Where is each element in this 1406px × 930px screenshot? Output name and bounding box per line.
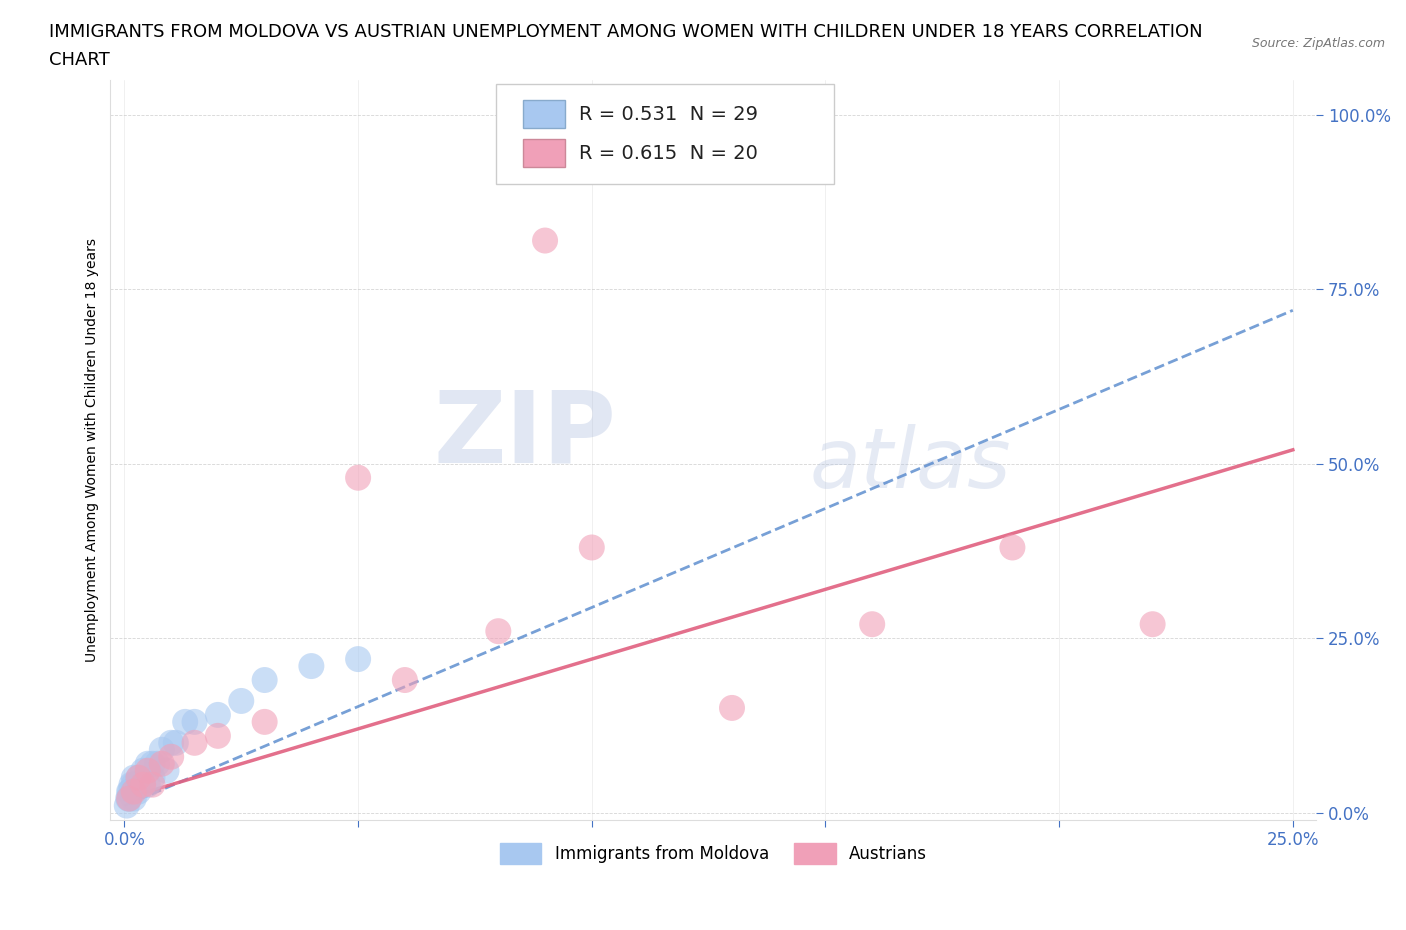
Point: [721, 700, 744, 715]
Text: ZIP: ZIP: [434, 387, 617, 484]
Point: [118, 791, 141, 806]
FancyBboxPatch shape: [523, 140, 565, 167]
Point: [117, 791, 139, 806]
Point: [127, 770, 149, 785]
Point: [150, 756, 173, 771]
Text: R = 0.531  N = 29: R = 0.531 N = 29: [579, 104, 758, 124]
Point: [141, 777, 163, 792]
Point: [160, 750, 183, 764]
Point: [122, 784, 145, 799]
Point: [118, 784, 141, 799]
Point: [132, 777, 155, 792]
Point: [347, 471, 370, 485]
Point: [860, 617, 883, 631]
Point: [174, 714, 197, 729]
Point: [150, 742, 173, 757]
Point: [118, 784, 141, 799]
Point: [1001, 540, 1024, 555]
Point: [146, 756, 169, 771]
Point: [132, 764, 155, 778]
Point: [120, 777, 142, 792]
Text: R = 0.615  N = 20: R = 0.615 N = 20: [579, 144, 758, 163]
Text: CHART: CHART: [49, 51, 110, 69]
Point: [115, 798, 138, 813]
Point: [141, 770, 163, 785]
Point: [486, 624, 509, 639]
Point: [581, 540, 603, 555]
Point: [253, 714, 276, 729]
Y-axis label: Unemployment Among Women with Children Under 18 years: Unemployment Among Women with Children U…: [86, 238, 100, 662]
Point: [155, 764, 177, 778]
Point: [1142, 617, 1164, 631]
Point: [127, 770, 149, 785]
Point: [207, 708, 229, 723]
Point: [165, 736, 187, 751]
Point: [534, 233, 557, 248]
Point: [118, 791, 141, 806]
Point: [122, 791, 145, 806]
Text: Source: ZipAtlas.com: Source: ZipAtlas.com: [1251, 37, 1385, 50]
Point: [347, 652, 370, 667]
Point: [231, 694, 253, 709]
Point: [136, 777, 159, 792]
Legend: Immigrants from Moldova, Austrians: Immigrants from Moldova, Austrians: [494, 837, 934, 870]
Point: [183, 736, 205, 751]
FancyBboxPatch shape: [496, 84, 834, 183]
Point: [141, 756, 163, 771]
Point: [136, 756, 159, 771]
FancyBboxPatch shape: [523, 100, 565, 128]
Point: [207, 728, 229, 743]
Point: [183, 714, 205, 729]
Point: [394, 672, 416, 687]
Point: [160, 736, 183, 751]
Point: [299, 658, 322, 673]
Point: [253, 672, 276, 687]
Point: [132, 777, 155, 792]
Point: [136, 764, 159, 778]
Text: IMMIGRANTS FROM MOLDOVA VS AUSTRIAN UNEMPLOYMENT AMONG WOMEN WITH CHILDREN UNDER: IMMIGRANTS FROM MOLDOVA VS AUSTRIAN UNEM…: [49, 23, 1204, 41]
Point: [122, 770, 145, 785]
Point: [122, 777, 145, 792]
Text: atlas: atlas: [810, 424, 1011, 505]
Point: [127, 784, 149, 799]
